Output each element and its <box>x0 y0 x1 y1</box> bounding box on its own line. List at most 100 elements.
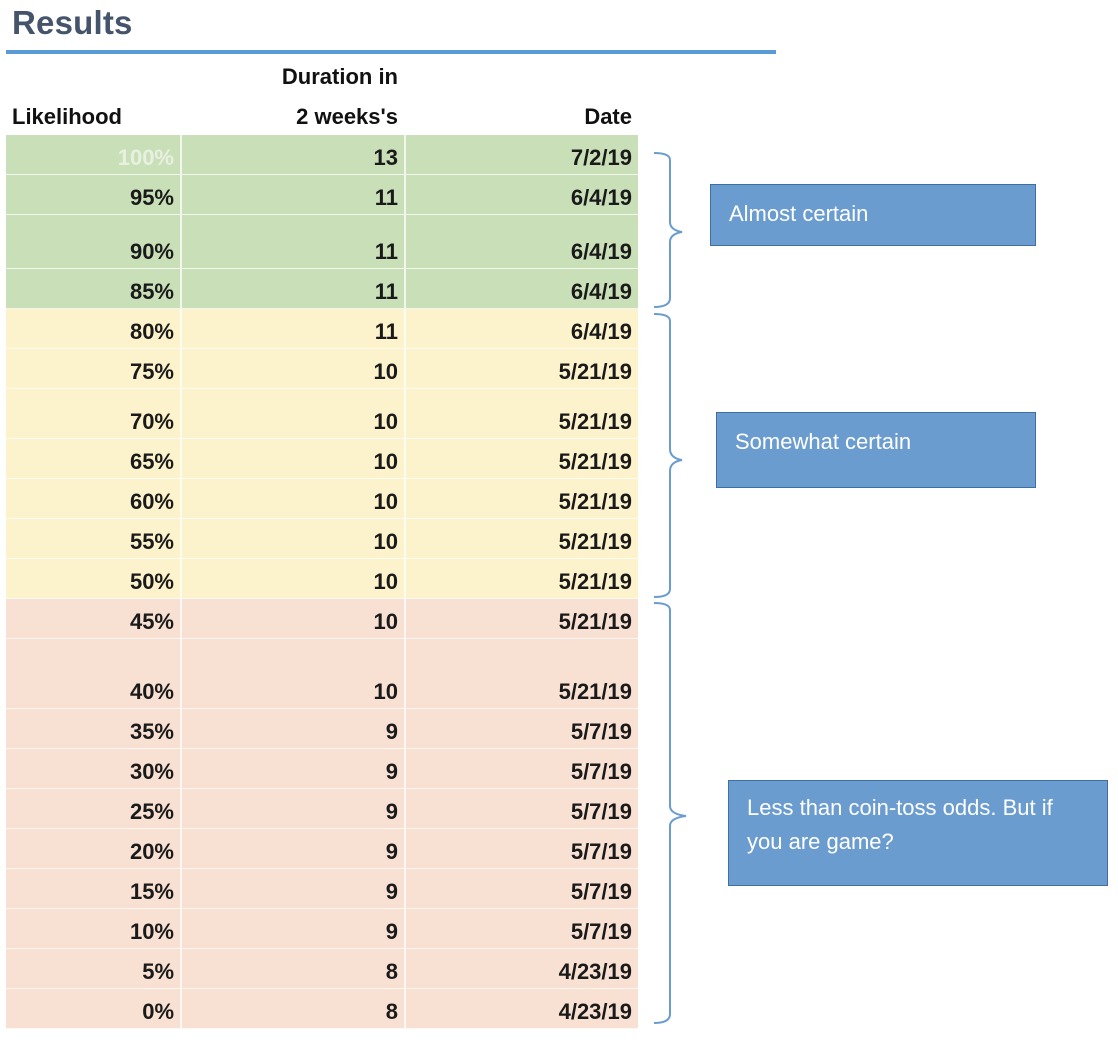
duration-cell: 10 <box>373 409 398 434</box>
table-row: 65% 10 5/21/19 <box>6 439 638 479</box>
brace-somewhat-certain <box>653 313 683 598</box>
table-row: 50% 10 5/21/19 <box>6 559 638 599</box>
date-cell: 5/7/19 <box>570 879 632 904</box>
likelihood-cell: 60% <box>129 489 174 514</box>
likelihood-cell: 35% <box>129 719 174 744</box>
table-row: 95% 11 6/4/19 <box>6 175 638 215</box>
likelihood-cell: 70% <box>129 409 174 434</box>
column-divider <box>180 989 182 1028</box>
column-divider <box>180 709 182 748</box>
column-divider <box>180 215 182 268</box>
duration-cell: 11 <box>374 239 398 264</box>
column-divider <box>404 749 406 788</box>
date-cell: 5/21/19 <box>558 359 632 384</box>
table-row: 45% 10 5/21/19 <box>6 599 638 639</box>
duration-cell: 9 <box>385 759 398 784</box>
column-divider <box>404 829 406 868</box>
likelihood-cell: 10% <box>129 919 174 944</box>
column-divider <box>180 749 182 788</box>
column-divider <box>404 439 406 478</box>
likelihood-cell: 80% <box>129 319 174 344</box>
date-cell: 5/7/19 <box>570 919 632 944</box>
column-divider <box>180 175 182 214</box>
likelihood-cell: 75% <box>129 359 174 384</box>
column-divider <box>404 135 406 174</box>
column-divider <box>404 709 406 748</box>
column-divider <box>180 309 182 348</box>
column-divider <box>180 559 182 598</box>
date-cell: 7/2/19 <box>570 145 632 170</box>
column-divider <box>180 439 182 478</box>
column-divider <box>404 949 406 988</box>
duration-cell: 11 <box>374 319 398 344</box>
likelihood-cell: 5% <box>142 959 174 984</box>
column-divider <box>180 869 182 908</box>
table-row: 30% 9 5/7/19 <box>6 749 638 789</box>
table-row: 60% 10 5/21/19 <box>6 479 638 519</box>
column-divider <box>404 349 406 388</box>
callout-less-than-coin-toss: Less than coin-toss odds. But if you are… <box>728 780 1108 886</box>
date-cell: 6/4/19 <box>570 185 632 210</box>
date-cell: 6/4/19 <box>570 279 632 304</box>
date-cell: 5/21/19 <box>558 489 632 514</box>
table-row: 5% 8 4/23/19 <box>6 949 638 989</box>
date-cell: 5/21/19 <box>558 569 632 594</box>
column-divider <box>404 269 406 308</box>
column-divider <box>404 599 406 638</box>
column-divider <box>180 479 182 518</box>
duration-cell: 8 <box>385 959 398 984</box>
column-divider <box>180 389 182 438</box>
table-row: 15% 9 5/7/19 <box>6 869 638 909</box>
duration-cell: 10 <box>373 679 398 704</box>
duration-cell: 10 <box>373 609 398 634</box>
table-row: 55% 10 5/21/19 <box>6 519 638 559</box>
table-row: 20% 9 5/7/19 <box>6 829 638 869</box>
date-cell: 5/7/19 <box>570 839 632 864</box>
likelihood-cell: 40% <box>129 679 174 704</box>
duration-cell: 8 <box>385 999 398 1024</box>
likelihood-cell: 95% <box>129 185 174 210</box>
column-divider <box>180 639 182 708</box>
table-row: 25% 9 5/7/19 <box>6 789 638 829</box>
duration-cell: 11 <box>374 185 398 210</box>
title-underline <box>6 50 776 54</box>
duration-cell: 10 <box>373 569 398 594</box>
table-row: 80% 11 6/4/19 <box>6 309 638 349</box>
likelihood-cell: 100% <box>117 145 174 170</box>
likelihood-cell: 30% <box>129 759 174 784</box>
duration-cell: 9 <box>385 919 398 944</box>
column-divider <box>404 909 406 948</box>
table-row: 0% 8 4/23/19 <box>6 989 638 1029</box>
likelihood-cell: 65% <box>129 449 174 474</box>
column-divider <box>404 789 406 828</box>
column-divider <box>404 215 406 268</box>
column-divider <box>180 349 182 388</box>
column-header-duration-line2: 2 weeks's <box>296 104 398 129</box>
table-row: 90% 11 6/4/19 <box>6 215 638 269</box>
date-cell: 5/7/19 <box>570 799 632 824</box>
date-cell: 4/23/19 <box>558 999 632 1024</box>
duration-cell: 10 <box>373 359 398 384</box>
table-row: 40% 10 5/21/19 <box>6 639 638 709</box>
column-header-duration-line1: Duration in <box>281 64 398 89</box>
column-divider <box>180 519 182 558</box>
column-divider <box>180 949 182 988</box>
duration-cell: 9 <box>385 799 398 824</box>
page-title: Results <box>12 4 133 41</box>
callout-somewhat-certain: Somewhat certain <box>716 412 1036 488</box>
likelihood-cell: 45% <box>129 609 174 634</box>
column-divider <box>180 599 182 638</box>
column-divider <box>180 135 182 174</box>
likelihood-cell: 85% <box>129 279 174 304</box>
duration-cell: 10 <box>373 529 398 554</box>
column-divider <box>404 479 406 518</box>
column-divider <box>404 519 406 558</box>
callout-almost-certain: Almost certain <box>710 184 1036 246</box>
date-cell: 6/4/19 <box>570 319 632 344</box>
table-row: 35% 9 5/7/19 <box>6 709 638 749</box>
date-cell: 5/21/19 <box>558 449 632 474</box>
table-row: 100% 13 7/2/19 <box>6 135 638 175</box>
date-cell: 5/7/19 <box>570 759 632 784</box>
likelihood-cell: 25% <box>129 799 174 824</box>
date-cell: 5/21/19 <box>558 679 632 704</box>
